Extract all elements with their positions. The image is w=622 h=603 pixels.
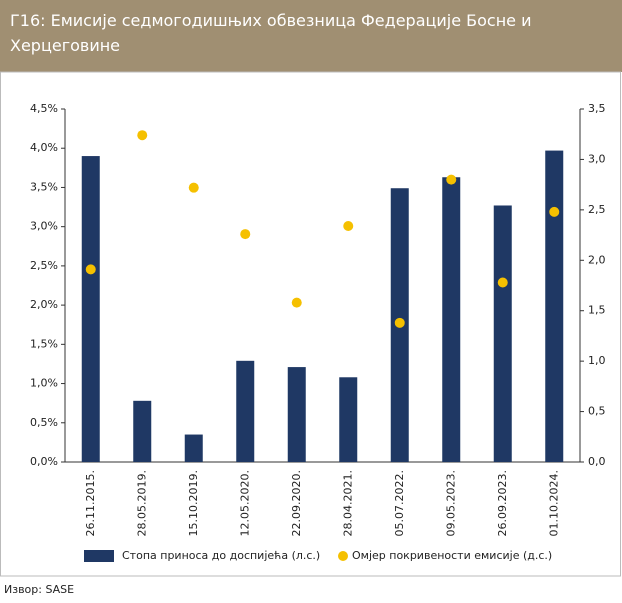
y2-tick-label: 3,5 xyxy=(588,102,606,115)
dot xyxy=(343,220,354,231)
x-tick-label: 05.07.2022. xyxy=(393,470,406,536)
dot xyxy=(85,264,96,275)
y-tick-label: 3,5% xyxy=(30,180,58,193)
bar xyxy=(339,377,358,462)
y-tick-label: 2,0% xyxy=(30,298,58,311)
y-tick-label: 3,0% xyxy=(30,220,58,233)
dot xyxy=(240,229,251,240)
y-tick-label: 1,0% xyxy=(30,377,58,390)
y2-tick-label: 0,0 xyxy=(588,455,606,468)
legend-label: Омјер покривености емисије (д.с.) xyxy=(352,549,552,562)
bar xyxy=(81,156,100,463)
y2-tick-label: 1,5 xyxy=(588,304,606,317)
bar xyxy=(236,360,255,462)
dot xyxy=(549,206,560,217)
y-tick-label: 4,5% xyxy=(30,102,58,115)
x-tick-label: 26.11.2015. xyxy=(84,470,97,536)
x-tick-label: 28.05.2019. xyxy=(135,470,148,536)
y2-tick-label: 3,0 xyxy=(588,152,606,165)
x-tick-label: 26.09.2023. xyxy=(496,470,509,536)
frame xyxy=(0,71,621,577)
y-tick-label: 4,0% xyxy=(30,141,58,154)
y-tick-label: 0,0% xyxy=(30,455,58,468)
dot xyxy=(446,174,457,185)
dot xyxy=(137,130,148,141)
y2-tick-label: 0,5 xyxy=(588,405,606,418)
chart-title: Г16: Емисије седмогодишњих обвезница Фед… xyxy=(10,11,532,55)
x-tick-label: 01.10.2024. xyxy=(547,470,560,536)
legend-label: Стопа приноса до доспијећа (л.с.) xyxy=(122,549,320,562)
y-tick-label: 1,5% xyxy=(30,337,58,350)
bar xyxy=(184,434,203,462)
dot xyxy=(188,182,199,193)
x-tick-label: 15.10.2019. xyxy=(187,470,200,536)
bar xyxy=(545,150,564,462)
y2-tick-label: 2,5 xyxy=(588,203,606,216)
bar xyxy=(442,177,461,462)
title-box: Г16: Емисије седмогодишњих обвезница Фед… xyxy=(10,11,532,55)
bar xyxy=(287,367,306,462)
x-tick-label: 12.05.2020. xyxy=(238,470,251,536)
y-tick-label: 2,5% xyxy=(30,259,58,272)
y2-tick-label: 2,0 xyxy=(588,253,606,266)
header-band xyxy=(0,0,622,72)
x-tick-label: 22.09.2020. xyxy=(290,470,303,536)
x-tick-label: 09.05.2023. xyxy=(444,470,457,536)
y-tick-label: 0,5% xyxy=(30,416,58,429)
dot xyxy=(497,277,508,288)
legend-swatch xyxy=(338,551,348,561)
x-tick-label: 28.04.2021. xyxy=(341,470,354,536)
legend-swatch xyxy=(84,550,114,562)
source: Извор: SASE xyxy=(4,583,74,596)
dot xyxy=(291,297,302,308)
y2-tick-label: 1,0 xyxy=(588,354,606,367)
bar xyxy=(133,400,152,462)
bar xyxy=(493,205,512,462)
dot xyxy=(394,317,405,328)
